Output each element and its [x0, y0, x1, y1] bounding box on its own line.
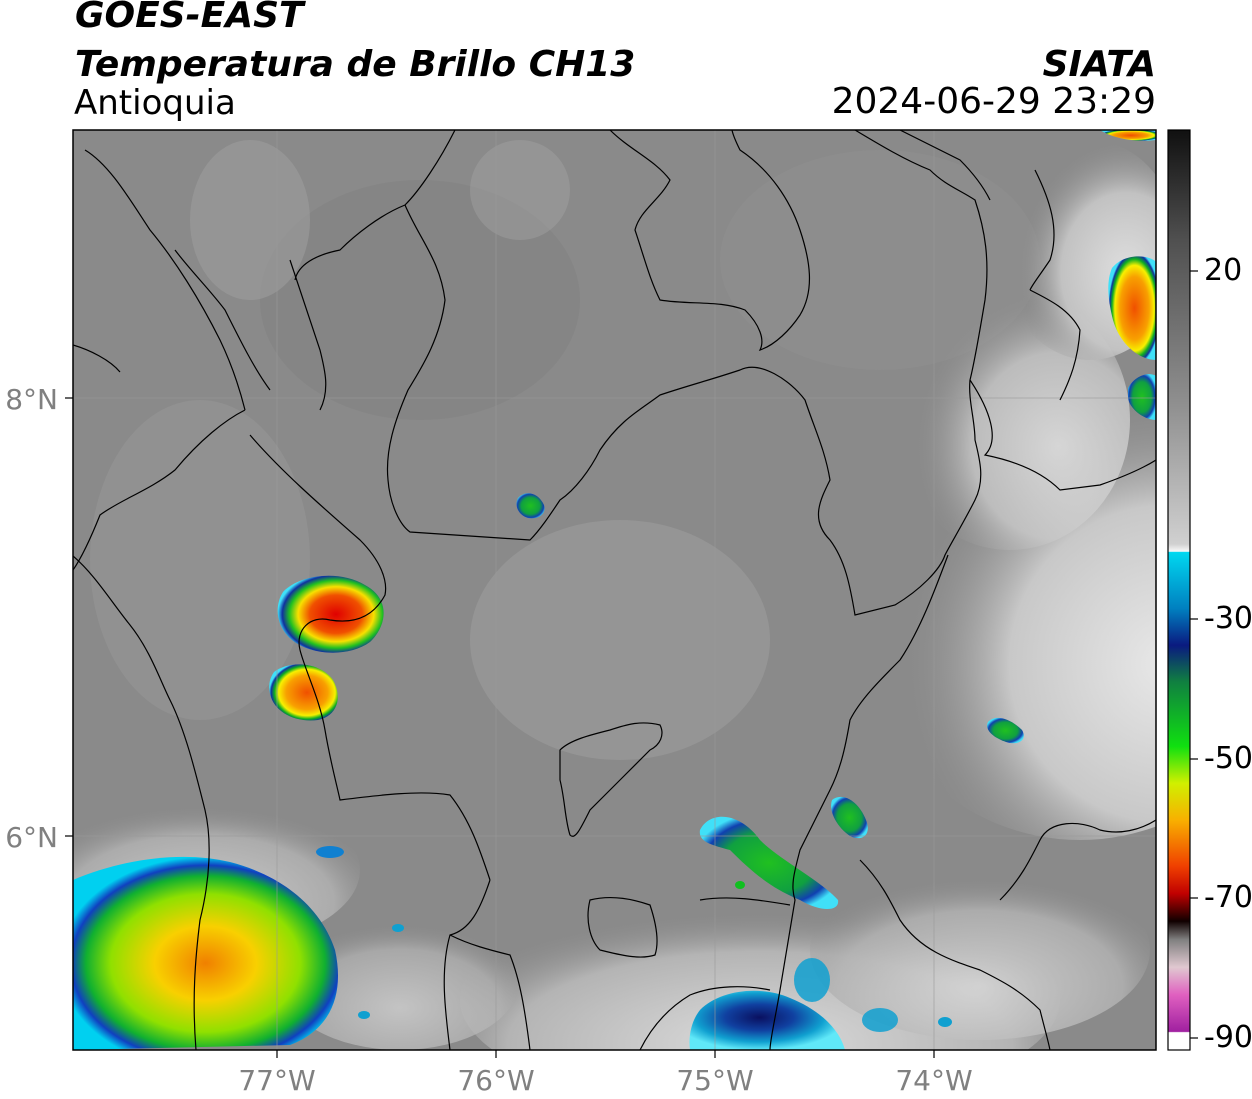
- colorbar: [1168, 130, 1190, 1050]
- lon-label-77w: 77°W: [238, 1064, 315, 1097]
- storm-orange-cell: [269, 664, 338, 721]
- lat-label-6n: 6°N: [5, 821, 58, 854]
- lon-label-74w: 74°W: [895, 1064, 972, 1097]
- boundaries: [73, 130, 1156, 1050]
- storm-cell-east: [831, 796, 868, 839]
- map-frame: [72, 129, 1157, 1051]
- storm-red-cell: [277, 575, 384, 653]
- storm-cell-far-east: [987, 717, 1024, 744]
- storm-small-north: [516, 493, 545, 519]
- colorbar-label-minus70: -70: [1204, 880, 1252, 915]
- colorbar-label-20: 20: [1204, 253, 1243, 288]
- storm-southwest: [73, 856, 338, 1050]
- storm-blue-south: [689, 990, 845, 1050]
- storm-northeast-small: [1128, 374, 1156, 420]
- datetime-label: 2024-06-29 23:29: [831, 81, 1156, 122]
- storm-northeast: [1108, 256, 1156, 360]
- lat-label-8n: 8°N: [5, 383, 58, 416]
- lon-label-75w: 75°W: [676, 1064, 753, 1097]
- region-label: Antioquia: [74, 83, 236, 123]
- colorbar-label-minus30: -30: [1204, 601, 1252, 636]
- lon-label-76w: 76°W: [457, 1064, 534, 1097]
- colorbar-label-minus50: -50: [1204, 741, 1252, 776]
- colorbar-label-minus90: -90: [1204, 1020, 1252, 1055]
- product-title: Temperatura de Brillo CH13: [75, 44, 636, 85]
- agency-label: SIATA: [1042, 44, 1156, 85]
- satellite-title: GOES-EAST: [75, 0, 304, 36]
- storm-band-center: [699, 816, 839, 909]
